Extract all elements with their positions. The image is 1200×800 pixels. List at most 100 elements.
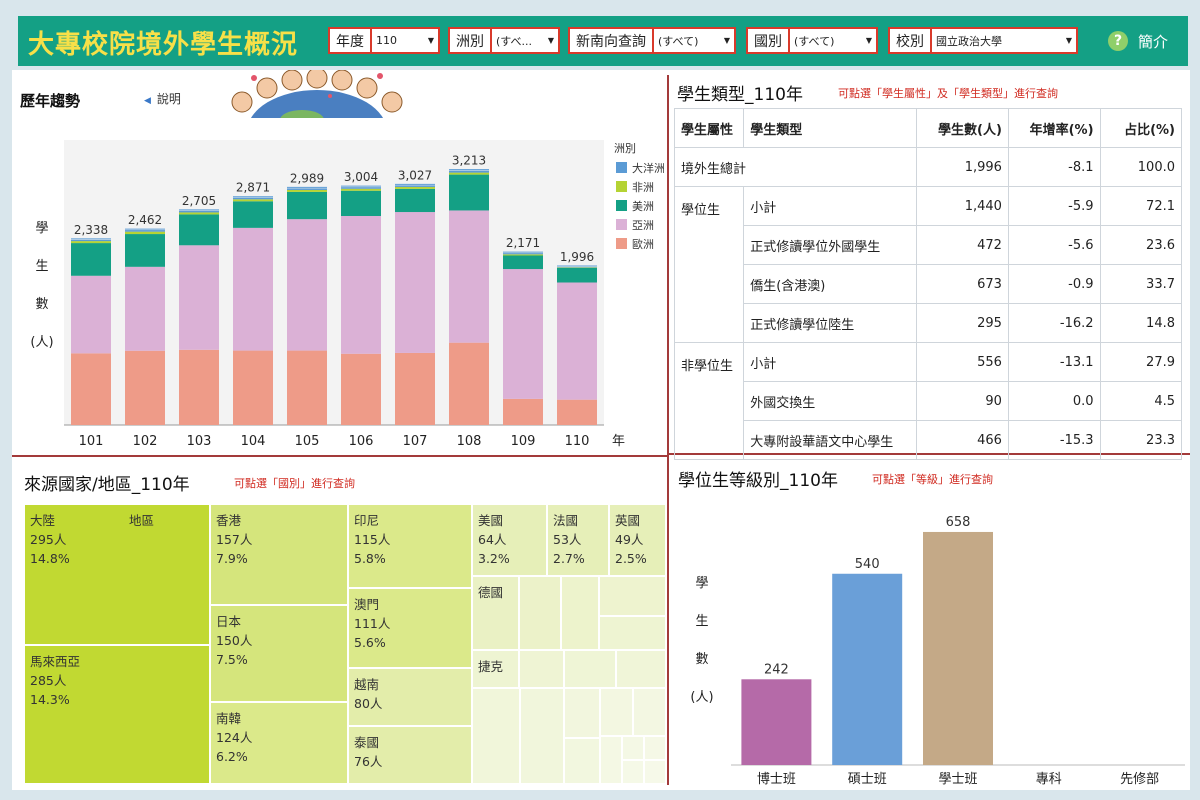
treemap-cell[interactable] [599,616,666,650]
table-row[interactable]: 非學位生 小計 556 -13.1 27.9 [673,342,1183,460]
country-filter[interactable]: 國別 (すべて) ▼ [746,27,878,54]
treemap-cell[interactable] [561,576,599,650]
treemap-cell[interactable] [519,576,561,650]
year-filter-select[interactable]: 110 ▼ [372,29,438,52]
bar-segment [395,212,435,353]
treemap-cell-japan[interactable]: 日本 150人 7.5% [210,605,348,702]
data-label: 2,462 [128,213,162,227]
continent-filter-select[interactable]: (すべ... ▼ [492,29,558,52]
cell-share: 100.0 [1099,147,1183,187]
column-header[interactable]: 學生屬性 [673,108,745,148]
treemap-cell[interactable] [644,760,666,784]
bar-segment [125,350,165,425]
school-filter[interactable]: 校別 國立政治大學 ▼ [888,27,1078,54]
treemap-country: 泰國 [354,735,380,750]
column-header: 學生數(人) [916,108,1009,148]
degree-label[interactable]: 學位生 [673,186,745,343]
table-row[interactable]: 僑生(含港澳) 673 -0.9 33.7 [675,264,1183,304]
new-southbound-filter[interactable]: 新南向查詢 (すべて) ▼ [568,27,736,54]
treemap-cell-usa[interactable]: 美國 64人 3.2% [472,504,547,576]
treemap-cell[interactable] [600,736,622,784]
x-tick-label: 博士班 [757,772,796,787]
bar-segment [449,170,489,173]
treemap-cell-germany[interactable]: 德國 [472,576,519,650]
treemap-cell-thailand[interactable]: 泰國 76人 [348,726,472,784]
bar-segment [287,350,327,425]
legend-swatch [616,219,627,230]
treemap-share: 14.8% [30,551,70,566]
new-southbound-filter-label: 新南向查詢 [570,29,654,52]
country-filter-select[interactable]: (すべて) ▼ [790,29,876,52]
treemap-cell-hongkong[interactable]: 香港 157人 7.9% [210,504,348,605]
treemap-cell-malaysia[interactable]: 馬來西亞 285人 14.3% [24,645,210,784]
treemap-cell[interactable] [564,688,600,738]
help-icon[interactable]: ? [1108,31,1128,51]
year-filter[interactable]: 年度 110 ▼ [328,27,440,54]
legend-label: 大洋洲 [632,161,664,175]
cell-type[interactable]: 小計 [743,342,918,382]
table-row[interactable]: 正式修讀學位陸生 295 -16.2 14.8 [675,303,1183,343]
treemap-share: 5.8% [354,551,386,566]
treemap-cell[interactable] [644,736,666,760]
treemap-cell-uk[interactable]: 英國 49人 2.5% [609,504,666,576]
legend-swatch [616,162,627,173]
bar-segment [287,189,327,192]
bar-segment [233,199,273,202]
treemap-cell-france[interactable]: 法國 53人 2.7% [547,504,609,576]
treemap-cell-china[interactable]: 大陸 地區 295人 14.8% [24,504,210,645]
data-label: 2,705 [182,194,216,208]
explain-toggle[interactable]: ◀ 說明 [144,90,181,107]
continent-filter-value: (すべ... [496,34,533,48]
new-southbound-filter-select[interactable]: (すべて) ▼ [654,29,734,52]
cell-type[interactable]: 大專附設華語文中心學生 [743,420,918,460]
legend-swatch [616,200,627,211]
treemap-cell[interactable] [622,760,644,784]
cell-type[interactable]: 正式修讀學位陸生 [743,303,918,343]
treemap-cell[interactable] [564,738,600,784]
x-tick-label: 109 [511,434,536,449]
bar [741,679,812,765]
treemap-cell-czech[interactable]: 捷克 [472,650,519,688]
cell-growth: -5.9 [1007,186,1101,226]
treemap-count: 150人 [216,633,253,648]
treemap-cell[interactable] [600,688,633,736]
table-row[interactable]: 境外生總計 1,996 -8.1 100.0 [673,147,1183,187]
total-label[interactable]: 境外生總計 [673,147,918,187]
treemap-cell[interactable] [622,736,644,760]
intro-link[interactable]: 簡介 [1138,33,1169,51]
cell-type[interactable]: 正式修讀學位外國學生 [743,225,918,265]
treemap-cell[interactable] [633,688,666,736]
chevron-down-icon: ▼ [865,36,872,45]
treemap-cell[interactable] [599,576,666,616]
treemap-cell-vietnam[interactable]: 越南 80人 [348,668,472,726]
continent-filter[interactable]: 洲別 (すべ... ▼ [448,27,560,54]
cell-share: 27.9 [1099,342,1183,382]
treemap-count: 49人 [615,532,644,547]
school-filter-select[interactable]: 國立政治大學 ▼ [932,29,1076,52]
column-header[interactable]: 學生類型 [743,108,918,148]
school-filter-label: 校別 [890,29,932,52]
treemap-cell[interactable] [520,688,564,784]
cell-type[interactable]: 小計 [743,186,918,226]
treemap-cell[interactable] [472,688,520,784]
table-row[interactable]: 正式修讀學位外國學生 472 -5.6 23.6 [675,225,1183,265]
cell-type[interactable]: 僑生(含港澳) [743,264,918,304]
treemap-cell[interactable] [519,650,564,688]
treemap-cell[interactable] [564,650,616,688]
nondegree-label[interactable]: 非學位生 [673,342,745,460]
data-label: 3,004 [344,170,378,184]
category-title: 學生類型_110年 [677,85,803,105]
treemap-cell-macau[interactable]: 澳門 111人 5.6% [348,588,472,668]
divider [667,75,669,785]
treemap-cell-korea[interactable]: 南韓 124人 6.2% [210,702,348,784]
trend-chart: 2,338 101 2,462 102 2,705 103 2,871 104 2,989 105… [64,140,664,449]
treemap-cell[interactable] [616,650,666,688]
treemap-cell-indonesia[interactable]: 印尼 115人 5.8% [348,504,472,588]
cell-count: 472 [916,225,1009,265]
cell-type[interactable]: 外國交換生 [743,381,918,421]
table-row[interactable]: 外國交換生 90 0.0 4.5 [675,381,1183,421]
explain-label: 說明 [156,92,181,106]
table-row[interactable]: 學位生 小計 1,440 -5.9 72.1 [673,186,1183,343]
bar-segment [503,398,543,425]
table-row[interactable]: 大專附設華語文中心學生 466 -15.3 23.3 [675,420,1183,460]
